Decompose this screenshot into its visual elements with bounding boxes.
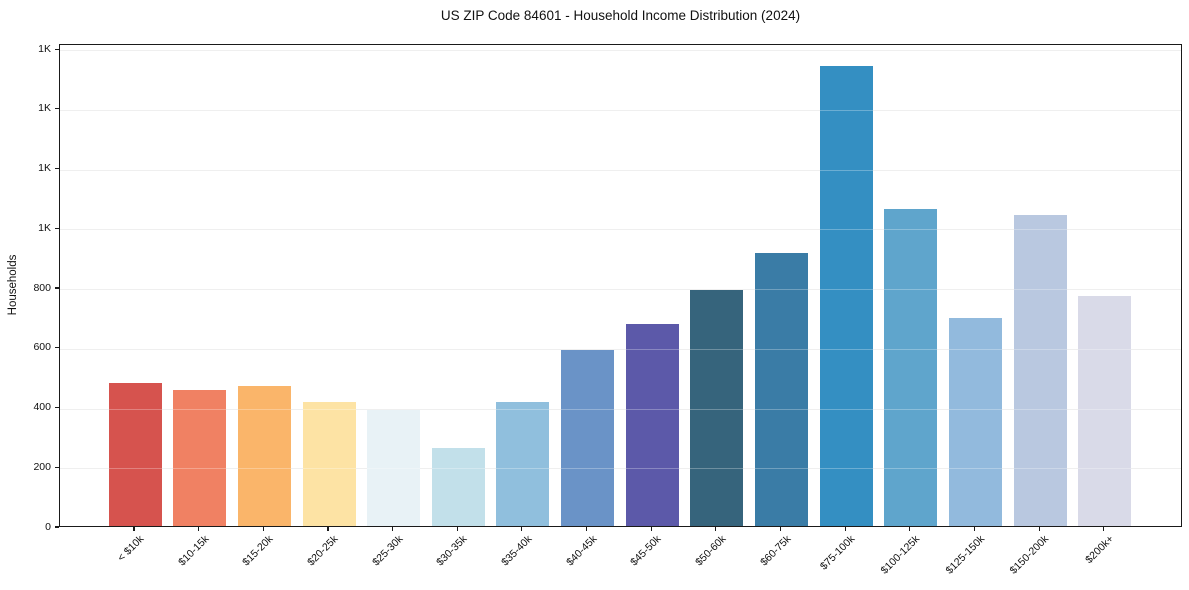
x-tick-label: $20-25k — [305, 533, 341, 569]
y-tick-mark — [55, 227, 59, 229]
x-tick-label: $10-15k — [175, 533, 212, 569]
x-tick-mark — [198, 527, 200, 531]
y-tick-mark — [55, 287, 59, 289]
x-tick-label: $100-125k — [878, 533, 923, 577]
bar-$125-150k — [949, 318, 1002, 526]
gridline — [60, 289, 1181, 291]
x-tick-label: $75-100k — [818, 533, 858, 573]
x-tick-mark — [715, 527, 717, 531]
y-tick-mark — [55, 48, 59, 50]
x-tick-label: $50-60k — [693, 533, 729, 569]
y-tick-label: 600 — [33, 341, 51, 354]
y-tick-label: 1K — [38, 162, 51, 175]
bar-< $10k — [108, 382, 162, 526]
x-tick-mark — [586, 527, 588, 531]
gridline — [60, 229, 1181, 231]
x-tick-label: $35-40k — [499, 533, 535, 569]
x-tick-mark — [133, 527, 135, 531]
y-tick-label: 200 — [33, 460, 51, 473]
x-tick-label: < $10k — [115, 533, 147, 564]
y-tick-label: 1K — [38, 221, 51, 234]
x-tick-mark — [779, 527, 782, 531]
plot-area — [59, 44, 1182, 527]
y-tick-label: 0 — [45, 520, 51, 533]
gridline — [60, 50, 1181, 52]
x-tick-label: $40-45k — [563, 533, 600, 569]
x-tick-mark — [1103, 527, 1105, 531]
x-tick-mark — [973, 527, 976, 531]
bar-$50-60k — [690, 290, 744, 526]
bar-$60-75k — [755, 252, 808, 526]
y-tick-mark — [55, 108, 59, 110]
y-tick-label: 800 — [33, 281, 51, 294]
y-tick-label: 400 — [33, 401, 51, 413]
y-tick-label: 1K — [38, 102, 51, 115]
x-tick-label: $60-75k — [757, 533, 793, 569]
y-tick-mark — [55, 466, 59, 468]
x-tick-mark — [456, 527, 458, 531]
bar-$200k+ — [1078, 296, 1132, 526]
gridline — [60, 408, 1181, 410]
bar-$20-25k — [302, 402, 356, 526]
y-tick-mark — [55, 406, 59, 409]
y-tick-label: 1K — [38, 42, 51, 55]
bar-$45-50k — [625, 324, 679, 526]
x-tick-label: $15-20k — [240, 533, 276, 569]
x-tick-label: $25-30k — [369, 533, 406, 569]
bar-$25-30k — [367, 409, 421, 526]
bar-$10-15k — [173, 390, 227, 526]
bar-$75-100k — [819, 66, 873, 526]
x-tick-mark — [1038, 527, 1040, 531]
bar-$150-200k — [1013, 215, 1067, 526]
x-tick-mark — [327, 527, 329, 531]
x-tick-mark — [650, 527, 652, 531]
y-tick-mark — [55, 347, 59, 349]
x-tick-mark — [909, 527, 911, 531]
x-tick-label: $125-150k — [943, 533, 987, 577]
x-tick-label: $45-50k — [628, 533, 664, 569]
x-tick-mark — [392, 527, 394, 531]
gridline — [60, 468, 1181, 470]
x-tick-label: $200k+ — [1083, 533, 1117, 567]
bar-$30-35k — [431, 448, 485, 526]
x-tick-mark — [262, 527, 264, 531]
gridline — [60, 109, 1181, 111]
y-tick-mark — [55, 168, 59, 170]
bar-$35-40k — [496, 402, 550, 526]
x-tick-mark — [521, 527, 523, 531]
bar-$40-45k — [561, 349, 615, 526]
bar-$100-125k — [884, 209, 938, 526]
gridline — [60, 169, 1181, 171]
x-tick-label: $30-35k — [434, 533, 470, 569]
gridline — [60, 348, 1181, 350]
x-tick-mark — [844, 527, 846, 531]
chart-title: US ZIP Code 84601 - Household Income Dis… — [440, 8, 801, 23]
y-tick-mark — [55, 526, 59, 528]
bar-$15-20k — [237, 385, 291, 526]
x-tick-label: $150-200k — [1008, 533, 1052, 577]
